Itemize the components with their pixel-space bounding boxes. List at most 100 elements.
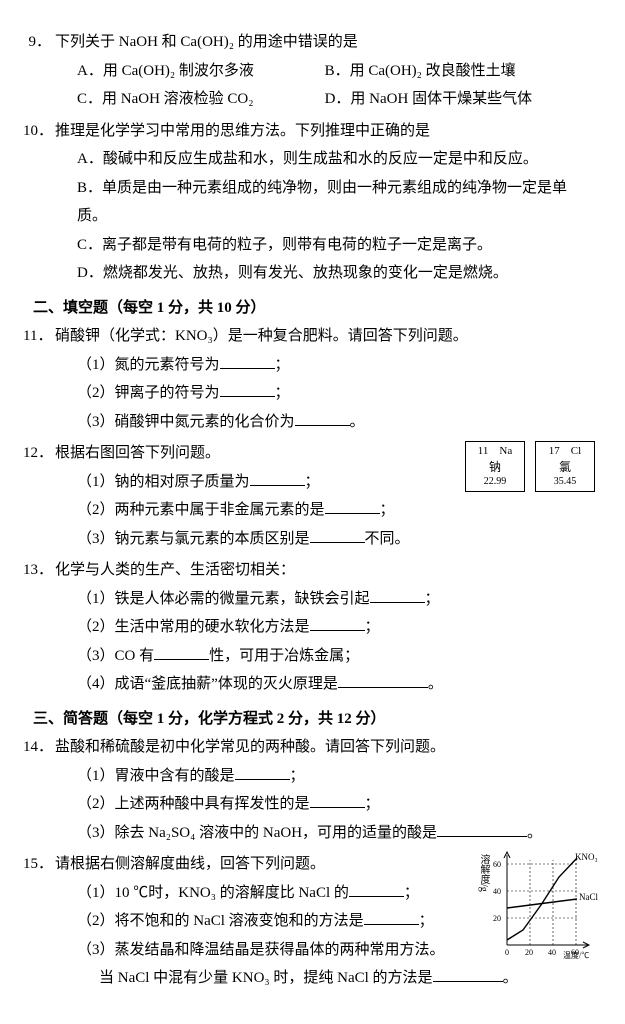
section-heading-3: 三、简答题（每空 1 分，化学方程式 2 分，共 12 分） [33,705,585,734]
text: ； [275,357,290,373]
ylabel: 溶解度/g [478,854,489,892]
option-c: C．用 NaOH 溶液检验 CO₂ [77,85,321,114]
text: 当 NaCl 中混有少量 KNO₃ 时，提纯 NaCl 的方法是 [99,970,433,986]
sub-2: （2）上述两种酸中具有挥发性的是； [55,790,585,819]
text: ； [425,591,440,607]
sub-3: （3）除去 Na₂SO₄ 溶液中的 NaOH，可用的适量的酸是 。 [55,819,585,848]
qnum: 11． [23,322,51,351]
option-b: B．用 Ca(OH)₂ 改良酸性土壤 [325,57,569,86]
text: 。 [527,825,542,841]
qnum: 15． [23,850,51,879]
option-d: D．用 NaOH 固体干燥某些气体 [325,85,569,114]
series-label-kno3: KNO₃ [575,852,598,862]
sub-2: （2）生活中常用的硬水软化方法是； [55,613,585,642]
text: 。 [503,970,518,986]
stem: 根据右图回答下列问题。 [55,445,220,461]
text: ； [419,913,434,929]
blank[interactable] [310,793,365,808]
blank[interactable] [220,353,275,368]
text: （3）蒸发结晶和降温结晶是获得晶体的两种常用方法。 [77,942,445,958]
blank[interactable] [235,764,290,779]
text: （1）10 ℃时，KNO₃ 的溶解度比 NaCl 的 [77,885,349,901]
qnum: 9． [23,28,51,57]
text: （2）两种元素中属于非金属元素的是 [77,502,325,518]
qnum: 13． [23,556,51,585]
ytick: 60 [493,860,501,869]
series-label-nacl: NaCl [579,892,598,902]
question-15: 15． 请根据右侧溶解度曲线，回答下列问题。 20 40 60 0 20 [55,850,585,993]
atomic-mass: 22.99 [466,475,524,489]
blank[interactable] [295,410,350,425]
text: ； [275,385,290,401]
element-box-cl: 17 Cl 氯 35.45 [535,441,595,492]
option-a: A．酸碱中和反应生成盐和水，则生成盐和水的反应一定是中和反应。 [77,145,585,174]
question-13: 13． 化学与人类的生产、生活密切相关： （1）铁是人体必需的微量元素，缺铁会引… [55,556,585,699]
stem: 盐酸和稀硫酸是初中化学常见的两种酸。请回答下列问题。 [55,739,445,755]
blank[interactable] [310,527,365,542]
text: （2）钾离子的符号为 [77,385,220,401]
blank[interactable] [250,470,305,485]
stem: 化学与人类的生产、生活密切相关： [55,562,295,578]
xlabel: 温度/℃ [563,950,589,960]
text: （3）钠元素与氯元素的本质区别是 [77,531,310,547]
xtick: 20 [525,948,533,957]
options: A．酸碱中和反应生成盐和水，则生成盐和水的反应一定是中和反应。 B．单质是由一种… [55,145,585,288]
blank[interactable] [325,499,380,514]
blank[interactable] [370,587,425,602]
qnum: 10． [23,117,51,146]
options: A．用 Ca(OH)₂ 制波尔多液 B．用 Ca(OH)₂ 改良酸性土壤 C．用… [55,57,585,114]
ytick: 40 [493,887,501,896]
stem: 硝酸钾（化学式：KNO₃）是一种复合肥料。请回答下列问题。 [55,328,468,344]
ytick: 20 [493,914,501,923]
text: （1）氮的元素符号为 [77,357,220,373]
blank[interactable] [364,910,419,925]
stem: 推理是化学学习中常用的思维方法。下列推理中正确的是 [55,123,430,139]
kno3-curve [507,858,577,940]
xtick: 0 [505,948,509,957]
blank[interactable] [437,821,527,836]
sub-3: （3）钠元素与氯元素的本质区别是 不同。 [55,525,585,554]
text: 不同。 [365,531,410,547]
stem: 请根据右侧溶解度曲线，回答下列问题。 [55,856,325,872]
text: 。 [428,676,443,692]
blank[interactable] [310,616,365,631]
text: （2）将不饱和的 NaCl 溶液变饱和的方法是 [77,913,364,929]
blank[interactable] [349,881,404,896]
nacl-curve [507,899,577,908]
blank[interactable] [220,382,275,397]
sub-1: （1）胃液中含有的酸是 ； [55,762,585,791]
text: （1）钠的相对原子质量为 [77,474,250,490]
sub-2: （2）钾离子的符号为 ； [55,379,585,408]
text: （3）CO 有 [77,648,154,664]
text: 。 [350,414,365,430]
solubility-chart: 20 40 60 0 20 40 60 KNO₃ NaCl 温度/℃ 溶解度/g [483,850,603,960]
atomic-number-symbol: 17 Cl [536,444,594,459]
sub-1: （1）铁是人体必需的微量元素，缺铁会引起 ； [55,585,585,614]
blank[interactable] [433,967,503,982]
chart-svg: 20 40 60 0 20 40 60 KNO₃ NaCl 温度/℃ [483,850,603,960]
text: （1）铁是人体必需的微量元素，缺铁会引起 [77,591,370,607]
question-14: 14． 盐酸和稀硫酸是初中化学常见的两种酸。请回答下列问题。 （1）胃液中含有的… [55,733,585,847]
option-c: C．离子都是带有电荷的粒子，则带有电荷的粒子一定是离子。 [77,231,585,260]
text: ； [305,474,320,490]
section-heading-2: 二、填空题（每空 1 分，共 10 分） [33,294,585,323]
blank[interactable] [338,673,428,688]
element-name: 氯 [536,459,594,475]
qnum: 12． [23,439,51,468]
sub-1: （1）氮的元素符号为 ； [55,351,585,380]
sub-3: （3）硝酸钾中氮元素的化合价为。 [55,408,585,437]
blank[interactable] [154,644,209,659]
qnum: 14． [23,733,51,762]
text: 性，可用于冶炼金属； [209,648,359,664]
text: ； [380,502,395,518]
text: （1）胃液中含有的酸是 [77,768,235,784]
text: （3）除去 Na₂SO₄ 溶液中的 NaOH，可用的适量的酸是 [77,825,437,841]
text: ； [365,796,380,812]
option-d: D．燃烧都发光、放热，则有发光、放热现象的变化一定是燃烧。 [77,259,585,288]
stem: 下列关于 NaOH 和 Ca(OH)₂ 的用途中错误的是 [55,34,358,50]
text: （2）生活中常用的硬水软化方法是 [77,619,310,635]
sub-3b: 当 NaCl 中混有少量 KNO₃ 时，提纯 NaCl 的方法是 。 [55,964,585,993]
text: ； [290,768,305,784]
question-12: 12． 根据右图回答下列问题。 11 Na 钠 22.99 17 Cl 氯 35… [55,439,585,553]
option-a: A．用 Ca(OH)₂ 制波尔多液 [77,57,321,86]
